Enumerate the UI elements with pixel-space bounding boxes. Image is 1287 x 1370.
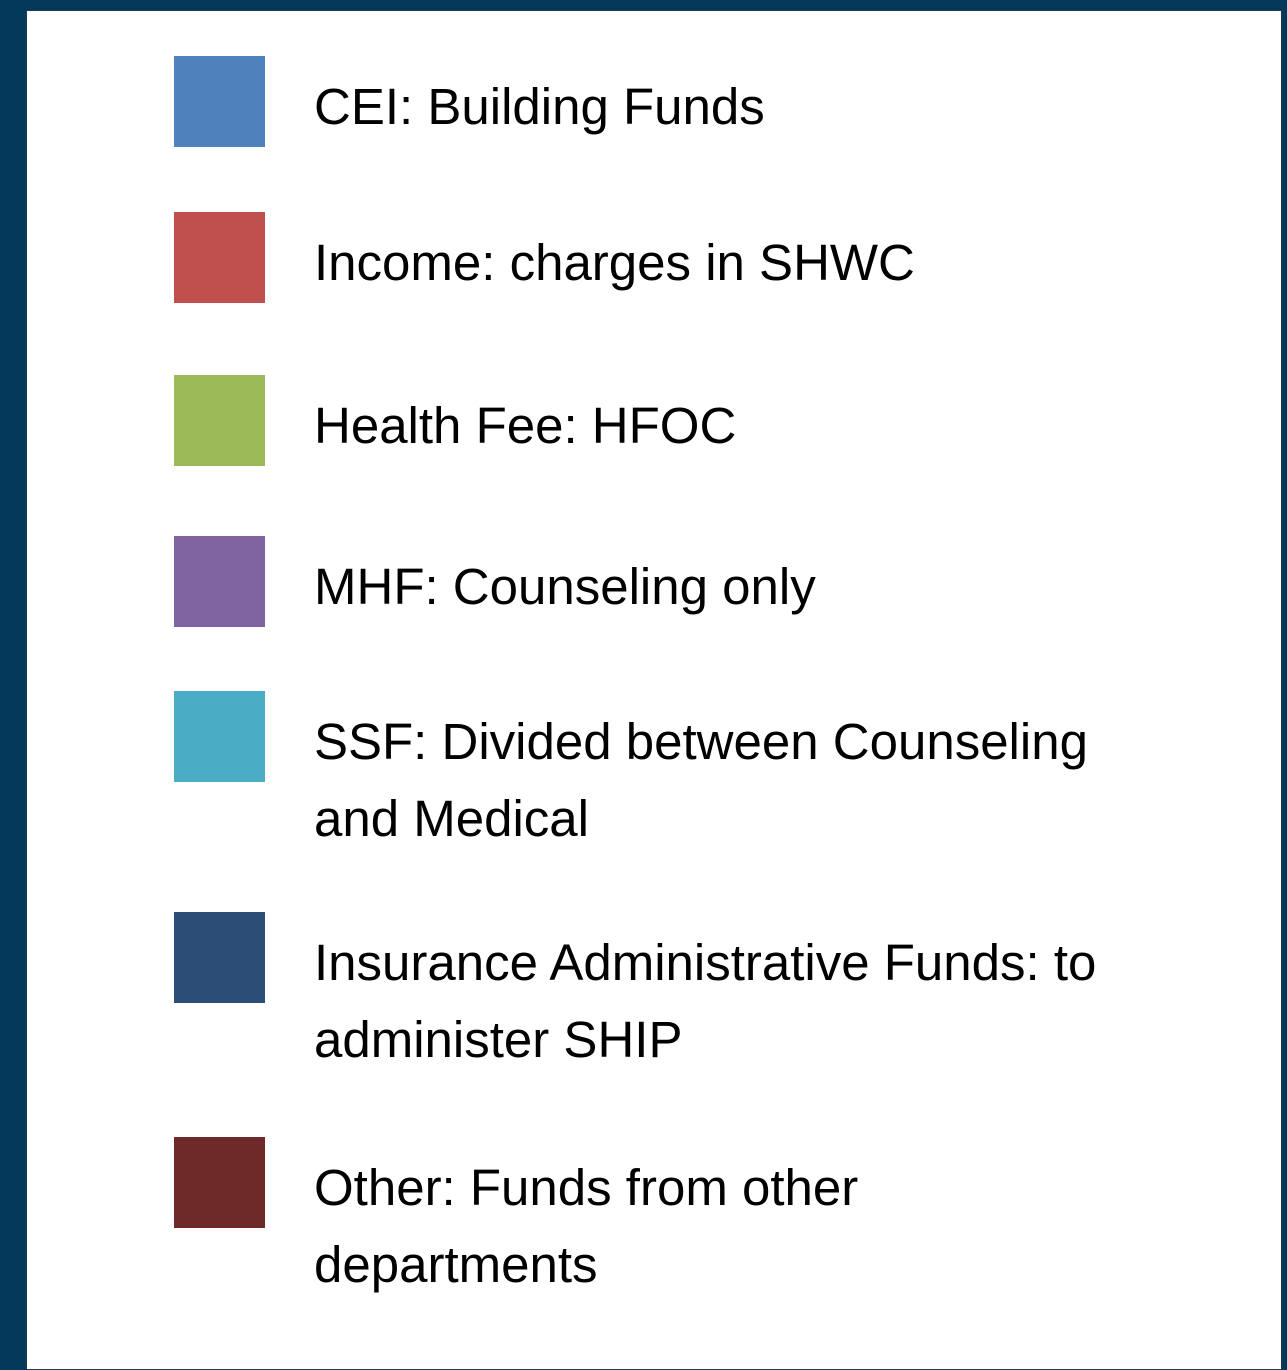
legend-label-line: MHF: Counseling only	[314, 558, 816, 615]
legend-label: MHF: Counseling only	[314, 548, 816, 625]
legend-swatch	[174, 56, 265, 147]
legend-label-line: administer SHIP	[314, 1011, 683, 1068]
legend-swatch	[174, 691, 265, 782]
legend-label-line: Health Fee: HFOC	[314, 397, 737, 454]
legend-label: SSF: Divided between Counseling and Medic…	[314, 703, 1088, 857]
legend-label: Income: charges in SHWC	[314, 224, 915, 301]
legend-label: Other: Funds from other departments	[314, 1149, 858, 1303]
legend-label: Health Fee: HFOC	[314, 387, 736, 464]
legend-label-line: Insurance Administrative Funds: to	[314, 934, 1097, 991]
legend-label-line: SSF: Divided between Counseling	[314, 713, 1088, 770]
legend-label-line: CEI: Building Funds	[314, 78, 765, 135]
legend-swatch	[174, 536, 265, 627]
legend-label: Insurance Administrative Funds: to admini…	[314, 924, 1096, 1078]
legend-label-line: and Medical	[314, 790, 589, 847]
legend-swatch	[174, 912, 265, 1003]
legend-swatch	[174, 212, 265, 303]
legend-label: CEI: Building Funds	[314, 68, 765, 145]
legend-swatch	[174, 1137, 265, 1228]
legend-panel: CEI: Building Funds Income: charges in SH…	[26, 10, 1282, 1370]
legend-label-line: Other: Funds from other	[314, 1159, 859, 1216]
legend-swatch	[174, 375, 265, 466]
legend-label-line: departments	[314, 1236, 598, 1293]
legend-label-line: Income: charges in SHWC	[314, 234, 915, 291]
